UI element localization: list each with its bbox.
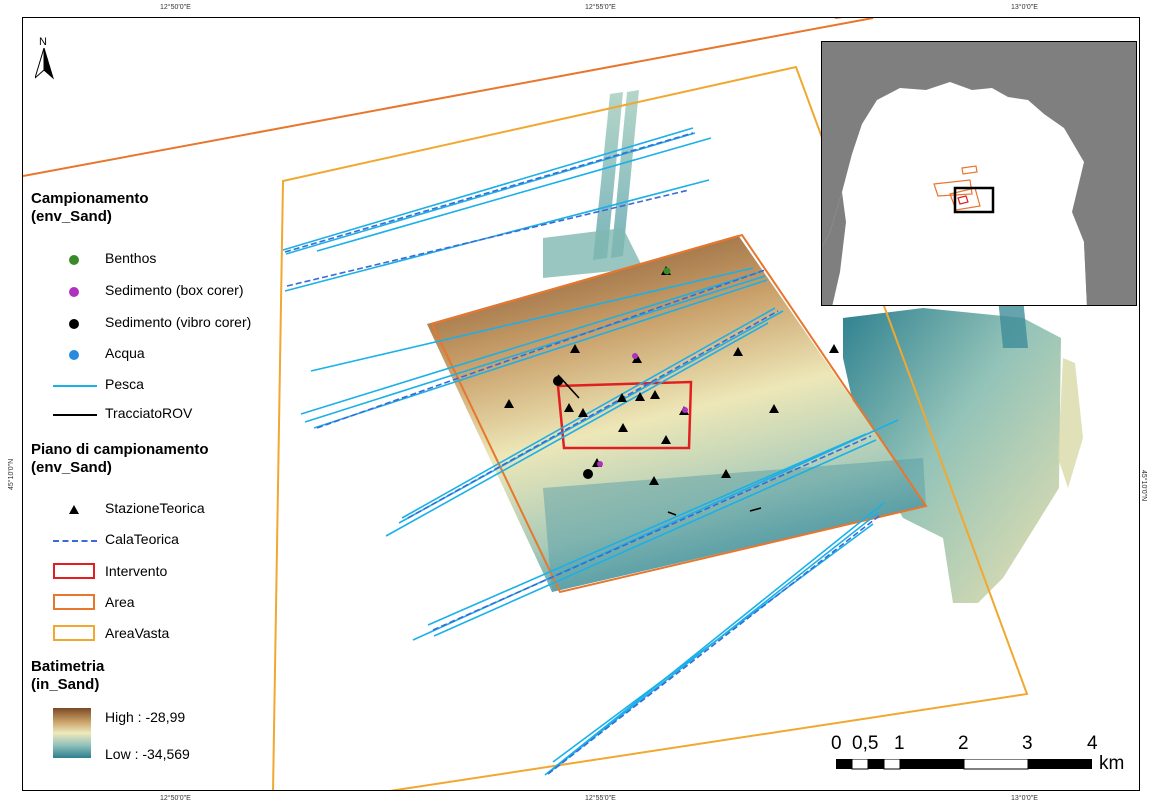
station-11 — [650, 390, 660, 399]
vibro-corer-sample-2 — [583, 469, 593, 479]
intervento-swatch — [53, 563, 95, 579]
legend: Campionamento (env_Sand) Benthos Sedimen… — [23, 18, 283, 790]
north-arrow-icon — [35, 48, 54, 80]
station-markers[interactable] — [504, 266, 839, 485]
north-arrow: N — [35, 36, 59, 80]
areavasta-swatch — [53, 625, 95, 641]
legend-label-calateorica: CalaTeorica — [105, 531, 179, 547]
legend-label-acqua: Acqua — [105, 345, 145, 361]
vibro-corer-swatch — [69, 319, 79, 329]
box-corer-sample-2 — [597, 461, 603, 467]
inset-map-drawing — [822, 42, 1136, 305]
area-polygon[interactable] — [430, 233, 928, 594]
scale-label-0-5: 0,5 — [852, 733, 879, 754]
box-corer-sample-3 — [682, 407, 688, 413]
legend-title-piano: Piano di campionamento (env_Sand) — [31, 441, 209, 476]
station-10 — [635, 392, 645, 401]
coord-bottom-2: 12°55'0"E — [585, 795, 616, 802]
coord-bottom-3: 13°0'0"E — [1011, 795, 1038, 802]
scale-bar: 0 0,5 1 2 3 4 km — [831, 733, 1131, 783]
legend-label-benthos: Benthos — [105, 250, 157, 266]
legend-label-box-corer: Sedimento (box corer) — [105, 282, 244, 298]
pesca-swatch — [53, 385, 97, 387]
box-corer-swatch — [69, 287, 79, 297]
acqua-swatch — [69, 350, 79, 360]
pesca-lines — [282, 127, 899, 776]
coord-left-1: 45°10'0"N — [8, 458, 15, 490]
legend-label-low: Low : -34,569 — [105, 746, 190, 762]
bathymetry-layer — [427, 90, 1083, 603]
legend-label-high: High : -28,99 — [105, 709, 186, 725]
legend-label-vibro-corer: Sedimento (vibro corer) — [105, 314, 252, 330]
coord-top-2: 12°55'0"E — [585, 4, 616, 11]
map-canvas[interactable] — [23, 18, 1140, 791]
station-14 — [618, 423, 628, 432]
coord-top-3: 13°0'0"E — [1011, 4, 1038, 11]
inset-extent-box — [953, 186, 995, 214]
overview-inset-map[interactable] — [821, 41, 1137, 306]
scale-unit: km — [1099, 753, 1125, 774]
areavasta-edge-line — [23, 18, 874, 177]
legend-title-batimetria: Batimetria (in_Sand) — [31, 658, 105, 693]
coord-top-1: 12°50'0"E — [160, 4, 191, 11]
scale-label-2: 2 — [958, 733, 969, 754]
calateorica-lines — [284, 132, 880, 775]
scale-label-3: 3 — [1022, 733, 1033, 754]
station-6 — [504, 399, 514, 408]
station-4 — [733, 347, 743, 356]
scale-label-0: 0 — [831, 733, 842, 754]
station-8 — [578, 408, 588, 417]
coord-right-1: 45°10'0"N — [1140, 470, 1147, 502]
bathymetry-color-ramp — [53, 708, 91, 758]
station-17 — [649, 476, 659, 485]
station-3 — [632, 354, 642, 363]
legend-label-area: Area — [105, 594, 135, 610]
station-9 — [617, 393, 627, 402]
legend-title-campionamento: Campionamento (env_Sand) — [31, 190, 149, 225]
north-label: N — [39, 36, 47, 48]
legend-label-intervento: Intervento — [105, 563, 168, 579]
legend-label-rov: TracciatoROV — [105, 405, 193, 421]
station-18 — [721, 469, 731, 478]
station-15 — [661, 435, 671, 444]
vibro-corer-sample — [553, 376, 563, 386]
station-7 — [564, 403, 574, 412]
legend-label-areavasta: AreaVasta — [105, 625, 170, 641]
box-corer-sample — [632, 353, 638, 359]
areavasta-polygon[interactable] — [272, 65, 1029, 791]
coord-bottom-1: 12°50'0"E — [160, 795, 191, 802]
station-13 — [769, 404, 779, 413]
calateorica-swatch — [53, 540, 97, 542]
rov-swatch — [53, 414, 97, 416]
benthos-sample — [663, 267, 671, 275]
station-5 — [829, 344, 839, 353]
scale-label-1: 1 — [894, 733, 905, 754]
map-frame[interactable]: N Campionamento (env_Sand) Benthos Sedim… — [22, 17, 1140, 791]
legend-label-pesca: Pesca — [105, 376, 144, 392]
scale-bar-ticks — [836, 759, 1092, 770]
legend-label-stazione: StazioneTeorica — [105, 500, 205, 516]
benthos-swatch — [69, 255, 79, 265]
area-swatch — [53, 594, 95, 610]
stazione-swatch — [69, 505, 79, 514]
scale-label-4: 4 — [1087, 733, 1098, 754]
station-2 — [570, 344, 580, 353]
